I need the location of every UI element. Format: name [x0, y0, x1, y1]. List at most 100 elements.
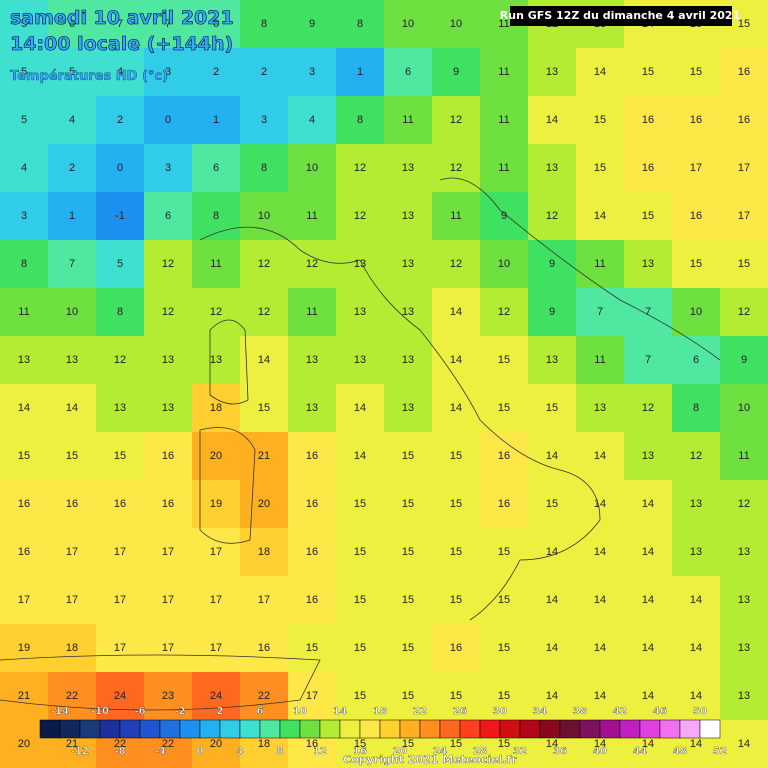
temp-value: 14 [450, 354, 462, 366]
temp-value: 17 [66, 594, 78, 606]
temp-value: 16 [306, 594, 318, 606]
temp-cell [192, 384, 241, 433]
temp-cell [672, 192, 721, 241]
colorbar-label: 28 [473, 746, 487, 757]
temp-cell [528, 144, 577, 193]
temp-value: 13 [210, 354, 222, 366]
temp-cell [0, 240, 49, 289]
temp-cell [96, 240, 145, 289]
temp-value: 14 [690, 738, 702, 750]
temp-value: 2 [261, 66, 267, 78]
temp-value: 18 [66, 642, 78, 654]
temp-value: 15 [498, 690, 510, 702]
temp-value: 11 [450, 210, 461, 222]
temp-cell [576, 672, 625, 721]
temp-cell [624, 144, 673, 193]
temp-value: 13 [594, 402, 606, 414]
temp-cell [576, 624, 625, 673]
temp-cell [0, 384, 49, 433]
temp-value: 10 [258, 210, 270, 222]
temp-value: 15 [354, 642, 366, 654]
temp-cell [672, 480, 721, 529]
temp-value: 15 [354, 690, 366, 702]
temp-cell [384, 288, 433, 337]
colorbar-label: 48 [673, 746, 687, 757]
colorbar-label: 16 [353, 746, 367, 757]
temp-value: 12 [354, 210, 366, 222]
temp-cell [192, 0, 241, 49]
temp-cell [384, 192, 433, 241]
temp-value: 14 [546, 642, 558, 654]
temp-cell [96, 48, 145, 97]
temp-cell [48, 624, 97, 673]
temp-cell [624, 480, 673, 529]
temp-value: 16 [114, 498, 126, 510]
temp-cell [336, 624, 385, 673]
temp-value: 12 [258, 258, 270, 270]
temp-value: 16 [306, 450, 318, 462]
temp-cell [624, 528, 673, 577]
temp-cell [336, 432, 385, 481]
temp-value: 1 [213, 114, 219, 126]
temp-value: 3 [21, 210, 27, 222]
temp-cell [576, 240, 625, 289]
temp-value: 15 [402, 642, 414, 654]
colorbar-label: 24 [433, 746, 447, 757]
temp-cell [288, 576, 337, 625]
temp-cell [384, 528, 433, 577]
temp-value: 12 [642, 402, 654, 414]
temp-value: 4 [21, 162, 27, 174]
temp-cell [96, 144, 145, 193]
temp-value: 13 [402, 306, 414, 318]
temp-cell [144, 528, 193, 577]
temp-value: 16 [690, 210, 702, 222]
temp-cell [144, 192, 193, 241]
temp-cell [336, 672, 385, 721]
temp-cell [432, 528, 481, 577]
temp-value: 15 [402, 450, 414, 462]
temp-cell [384, 624, 433, 673]
colorbar-label: 34 [533, 706, 547, 717]
colorbar-cell [159, 719, 181, 739]
temp-cell [240, 144, 289, 193]
temp-cell [192, 336, 241, 385]
run-box [510, 6, 732, 26]
temp-cell [144, 48, 193, 97]
temp-cell [528, 288, 577, 337]
temp-cell [432, 624, 481, 673]
colorbar-label: 30 [493, 706, 507, 717]
temp-value: 7 [117, 18, 123, 30]
colorbar-cell [679, 719, 701, 739]
colorbar-cell [139, 719, 161, 739]
temp-cell [576, 480, 625, 529]
temp-value: 12 [114, 354, 126, 366]
temp-value: 14 [546, 738, 558, 750]
colorbar-label: 8 [277, 746, 284, 757]
temp-value: 8 [261, 162, 267, 174]
temp-value: 8 [21, 258, 27, 270]
temp-cell [288, 96, 337, 145]
temp-value: 15 [450, 738, 462, 750]
temp-cell [288, 144, 337, 193]
temp-cell [96, 576, 145, 625]
temp-cell [96, 384, 145, 433]
temp-cell [48, 384, 97, 433]
temp-value: 14 [450, 402, 462, 414]
temp-value: 2 [213, 66, 219, 78]
temp-value: 14 [642, 498, 654, 510]
temp-value: 13 [402, 402, 414, 414]
temp-value: 15 [18, 450, 30, 462]
temp-cell [480, 672, 529, 721]
temp-cell [0, 432, 49, 481]
temp-cell [384, 672, 433, 721]
temp-value: 14 [642, 546, 654, 558]
temp-cell [720, 528, 768, 577]
colorbar-label: -14 [51, 706, 69, 717]
temp-cell [672, 240, 721, 289]
temp-cell [528, 192, 577, 241]
temp-value: 13 [546, 354, 558, 366]
temp-cell [240, 576, 289, 625]
temp-cell [576, 144, 625, 193]
temp-cell [528, 384, 577, 433]
temp-cell [576, 288, 625, 337]
